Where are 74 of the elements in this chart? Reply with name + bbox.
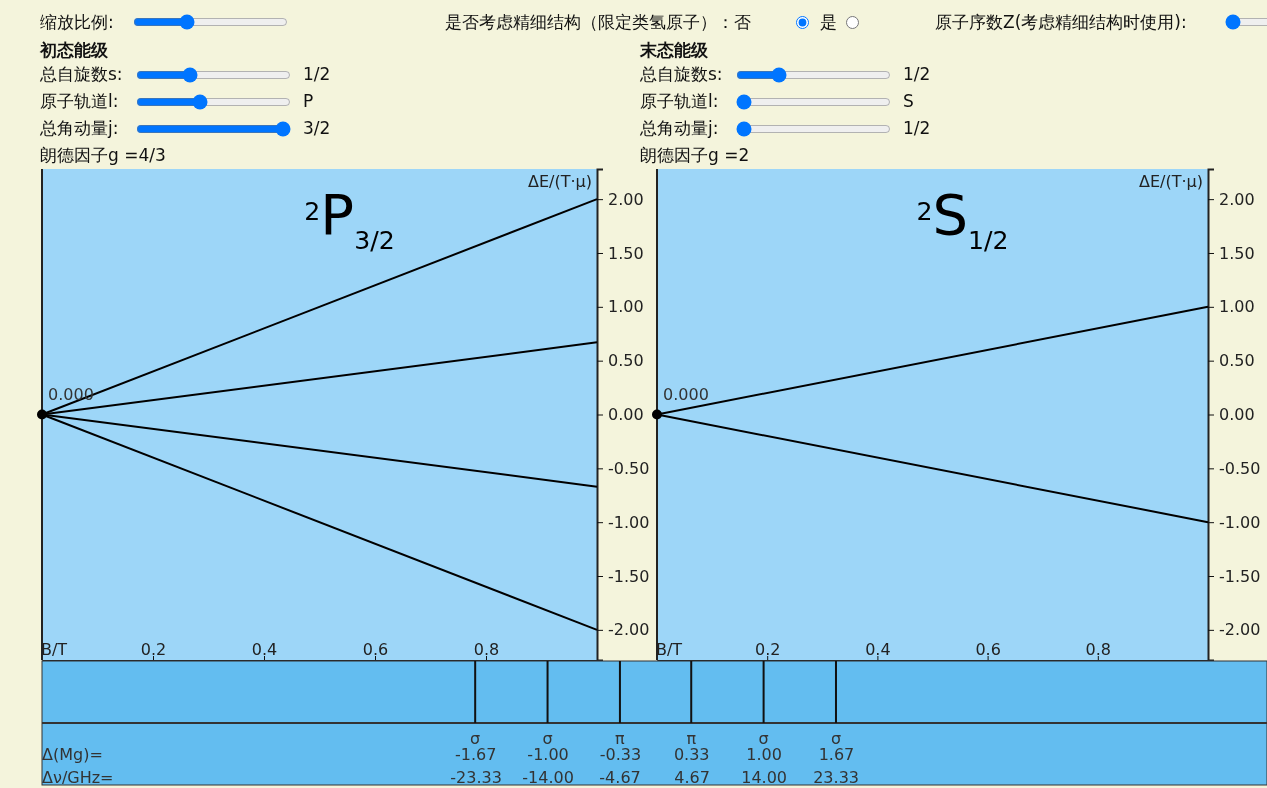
text: 总角动量j: (640, 117, 719, 139)
text: 3/2 (303, 117, 331, 139)
x-tick-label: -1.00 (527, 745, 569, 765)
text: 总自旋数s: (40, 63, 123, 85)
y-tick-label: 1.00 (1219, 297, 1255, 317)
x-tick-label: 0.2 (754, 640, 781, 659)
y-tick-label: 2.00 (1219, 189, 1255, 209)
x-axis-title: Δ(Mg)= (42, 745, 103, 764)
y-tick-label: 1.50 (1219, 243, 1255, 263)
x-tick-label: 1.00 (746, 745, 782, 765)
y-axis-title: ΔE/(T·μ) (528, 172, 592, 191)
x-tick-label: -0.33 (599, 745, 642, 765)
y-tick-label: -0.50 (1219, 458, 1261, 478)
x-tick-label: -1.67 (454, 745, 497, 765)
text: 原子轨道l: (40, 90, 119, 112)
y-tick-label: -1.00 (608, 512, 650, 532)
x2-tick-label: -14.00 (522, 768, 574, 788)
text: 朗德因子g =4/3 (40, 144, 166, 166)
y-tick-label: -2.00 (1219, 620, 1261, 640)
y-tick-label: -0.50 (608, 458, 650, 478)
chart-title: $^{2}$P$_{3/2}$ (304, 182, 395, 255)
text: 原子轨道l: (640, 90, 719, 112)
x-axis-title: B/T (656, 640, 683, 659)
text: σ (470, 729, 481, 748)
text: σ (758, 729, 769, 748)
text: 1/2 (303, 63, 331, 85)
text: 朗德因子g =2 (640, 144, 750, 166)
y-axis-title: ΔE/(T·μ) (1139, 172, 1203, 191)
x-tick-label: 0.6 (975, 640, 1001, 659)
x2-tick-label: 14.00 (741, 768, 788, 788)
y-tick-label: 1.00 (608, 297, 644, 317)
chart-title: $^{2}$S$_{1/2}$ (916, 182, 1009, 255)
text: π (615, 729, 626, 748)
annotation: 0.000 (48, 384, 94, 404)
y-tick-label: -1.50 (1219, 566, 1261, 586)
text: 1/2 (903, 117, 931, 139)
y-tick-label: 0.50 (608, 351, 644, 371)
text: 缩放比例: (40, 11, 114, 33)
y-tick-label: 0.00 (1219, 405, 1255, 425)
x2-tick-label: -23.33 (450, 768, 502, 788)
x-tick-label: 0.8 (1085, 640, 1112, 659)
text: 初态能级 (40, 39, 108, 61)
x-tick-label: 0.8 (473, 640, 500, 659)
text: 1/2 (903, 63, 931, 85)
text: S (903, 90, 914, 112)
y-tick-label: -2.00 (608, 620, 650, 640)
text: 原子序数Z(考虑精细结构时使用): (935, 11, 1187, 33)
text: 末态能级 (640, 39, 708, 61)
y-tick-label: 2.00 (608, 189, 644, 209)
text: σ (830, 729, 842, 748)
x2-tick-label: -4.67 (599, 768, 641, 788)
text: P (303, 90, 314, 112)
y-tick-label: 0.00 (608, 405, 644, 425)
y-tick-label: -1.00 (1219, 512, 1261, 532)
y-tick-label: 0.50 (1219, 351, 1255, 371)
x-tick-label: 0.33 (673, 745, 710, 765)
x-tick-label: 0.4 (251, 640, 278, 659)
x-tick-label: 0.2 (140, 640, 167, 659)
text: 是 (820, 11, 837, 33)
annotation: 0.000 (663, 384, 709, 404)
y-tick-label: 1.50 (608, 243, 644, 263)
y-tick-label: -1.50 (608, 566, 650, 586)
x-axis-title: B/T (41, 640, 68, 659)
text: 总自旋数s: (640, 63, 723, 85)
text: π (686, 729, 697, 748)
x2-tick-label: 23.33 (813, 768, 859, 788)
x2-axis-title: Δν/GHz= (42, 768, 114, 787)
text: 总角动量j: (40, 117, 119, 139)
text: 是否考虑精细结构（限定类氢原子）：否 (445, 11, 751, 33)
x-tick-label: 0.4 (865, 640, 891, 659)
text: σ (542, 729, 553, 748)
x2-tick-label: 4.67 (674, 768, 710, 788)
x-tick-label: 0.6 (362, 640, 389, 659)
x-tick-label: 1.67 (818, 745, 855, 765)
